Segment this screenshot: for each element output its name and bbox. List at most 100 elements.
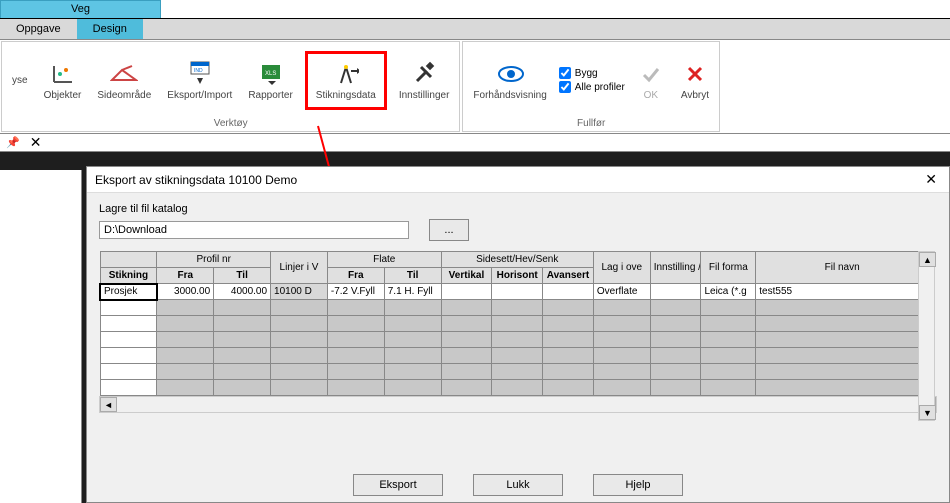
check-icon <box>637 60 665 88</box>
path-input[interactable] <box>99 221 409 239</box>
hdr-grp-profilnr: Profil nr <box>157 252 271 268</box>
close-icon <box>681 60 709 88</box>
alle-profiler-label: Alle profiler <box>575 82 625 93</box>
export-dialog: Eksport av stikningsdata 10100 Demo ✕ La… <box>86 166 950 503</box>
objekter-button[interactable]: Objekter <box>40 58 86 103</box>
scroll-up-icon[interactable]: ▲ <box>919 252 936 267</box>
avbryt-label: Avbryt <box>681 90 709 101</box>
hdr-grp-sidesett: Sidesett/Hev/Senk <box>441 252 593 268</box>
cell-innstilling[interactable] <box>650 284 701 300</box>
ribbon-group-verktoy: yse Objekter Sideområde IND Eksport/Impo… <box>1 41 460 132</box>
hdr-vertikal: Vertikal <box>441 268 492 284</box>
hdr-flate-fra: Fra <box>327 268 384 284</box>
table-row-empty[interactable] <box>100 300 929 316</box>
lagre-label: Lagre til fil katalog <box>99 203 937 215</box>
ribbon: yse Objekter Sideområde IND Eksport/Impo… <box>0 40 950 134</box>
cell-flate-fra[interactable]: -7.2 V.Fyll <box>327 284 384 300</box>
eksport-import-button[interactable]: IND Eksport/Import <box>163 58 236 103</box>
scrollbar-vertical[interactable]: ▲ ▼ <box>918 251 935 421</box>
ok-label: OK <box>644 90 658 101</box>
cell-filnavn[interactable]: test555 <box>756 284 929 300</box>
tab-design[interactable]: Design <box>77 19 143 39</box>
cell-horisont[interactable] <box>492 284 543 300</box>
stikningsdata-icon <box>332 60 360 88</box>
hdr-til: Til <box>214 268 271 284</box>
pin-icon[interactable]: 📌 <box>6 136 20 149</box>
cell-fra[interactable]: 3000.00 <box>157 284 214 300</box>
tab-oppgave[interactable]: Oppgave <box>0 19 77 39</box>
scrollbar-horizontal[interactable]: ◄ ► <box>99 396 937 413</box>
hdr-grp-flate: Flate <box>327 252 441 268</box>
hdr-innstilling: Innstilling / <box>650 252 701 284</box>
innstillinger-label: Innstillinger <box>399 90 450 101</box>
dialog-button-row: Eksport Lukk Hjelp <box>87 474 949 496</box>
table-row-empty[interactable] <box>100 380 929 396</box>
scroll-left-icon[interactable]: ◄ <box>100 397 117 412</box>
grid-wrap: Profil nr Linjer i V Flate Sidesett/Hev/… <box>99 251 937 396</box>
svg-text:IND: IND <box>194 68 203 74</box>
hdr-filformat: Fil forma <box>701 252 756 284</box>
cell-vertikal[interactable] <box>441 284 492 300</box>
bygg-checkbox-input[interactable] <box>559 67 571 79</box>
tabs-row: Oppgave Design <box>0 18 950 40</box>
eye-icon <box>496 60 524 88</box>
dialog-title: Eksport av stikningsdata 10100 Demo <box>95 173 297 187</box>
dialog-close-icon[interactable]: ✕ <box>921 171 941 188</box>
cell-flate-til[interactable]: 7.1 H. Fyll <box>384 284 441 300</box>
checkbox-group: Bygg Alle profiler <box>559 67 625 93</box>
forhandsvisning-button[interactable]: Forhåndsvisning <box>469 58 550 103</box>
context-tab-veg[interactable]: Veg <box>0 0 161 18</box>
innstillinger-button[interactable]: Innstillinger <box>395 58 454 103</box>
hdr-grp-blank <box>100 252 157 268</box>
lukk-button[interactable]: Lukk <box>473 474 563 496</box>
forhandsvisning-label: Forhåndsvisning <box>473 90 546 101</box>
title-bar: Veg <box>0 0 950 18</box>
stikningsdata-label: Stikningsdata <box>316 90 376 101</box>
scroll-down-icon[interactable]: ▼ <box>919 405 936 420</box>
alle-profiler-checkbox[interactable]: Alle profiler <box>559 81 625 93</box>
cell-linjer[interactable]: 10100 D <box>271 284 328 300</box>
rapporter-icon: XLS <box>257 60 285 88</box>
table-row-empty[interactable] <box>100 316 929 332</box>
browse-button[interactable]: ... <box>429 219 469 241</box>
eksport-button[interactable]: Eksport <box>353 474 443 496</box>
table-row-empty[interactable] <box>100 348 929 364</box>
hdr-lag: Lag i ove <box>593 252 650 284</box>
table-row[interactable]: Prosjek 3000.00 4000.00 10100 D -7.2 V.F… <box>100 284 929 300</box>
sideomrade-button[interactable]: Sideområde <box>93 58 155 103</box>
sideomrade-icon <box>110 60 138 88</box>
alle-profiler-checkbox-input[interactable] <box>559 81 571 93</box>
dialog-titlebar: Eksport av stikningsdata 10100 Demo ✕ <box>87 167 949 193</box>
cell-filformat[interactable]: Leica (*.g <box>701 284 756 300</box>
objekter-label: Objekter <box>44 90 82 101</box>
hjelp-button[interactable]: Hjelp <box>593 474 683 496</box>
cell-til[interactable]: 4000.00 <box>214 284 271 300</box>
bygg-checkbox[interactable]: Bygg <box>559 67 625 79</box>
ribbon-group-fullfor: Forhåndsvisning Bygg Alle profiler OK <box>462 41 720 132</box>
cell-lag[interactable]: Overflate <box>593 284 650 300</box>
hdr-stikning: Stikning <box>100 268 157 284</box>
stikningsdata-button[interactable]: Stikningsdata <box>305 51 387 110</box>
hdr-flate-til: Til <box>384 268 441 284</box>
avbryt-button[interactable]: Avbryt <box>677 58 713 103</box>
yse-button[interactable]: yse <box>8 73 32 88</box>
ok-button[interactable]: OK <box>633 58 669 103</box>
hdr-linjer: Linjer i V <box>271 252 328 284</box>
side-panel <box>0 170 82 503</box>
hdr-fra: Fra <box>157 268 214 284</box>
hdr-horisont: Horisont <box>492 268 543 284</box>
yse-label: yse <box>12 75 28 86</box>
data-grid[interactable]: Profil nr Linjer i V Flate Sidesett/Hev/… <box>99 251 929 396</box>
group-verktoy-label: Verktøy <box>214 116 248 129</box>
cell-stikning[interactable]: Prosjek <box>100 284 157 300</box>
group-fullfor-label: Fullfør <box>577 116 605 129</box>
rapporter-button[interactable]: XLS Rapporter <box>244 58 296 103</box>
dialog-body: Lagre til fil katalog ... Profil nr Linj… <box>87 193 949 423</box>
rapporter-label: Rapporter <box>248 90 292 101</box>
table-row-empty[interactable] <box>100 332 929 348</box>
table-row-empty[interactable] <box>100 364 929 380</box>
pin-close-icon[interactable]: ✕ <box>26 134 46 151</box>
cell-avansert[interactable] <box>543 284 594 300</box>
innstillinger-icon <box>410 60 438 88</box>
hdr-filnavn: Fil navn <box>756 252 929 284</box>
